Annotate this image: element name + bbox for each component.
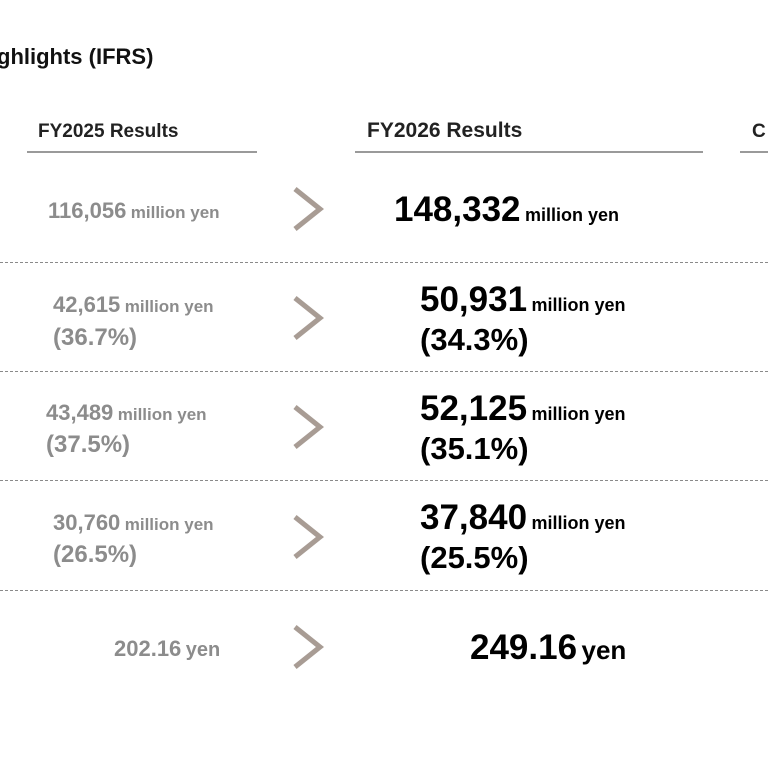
- cur-value: 148,332: [394, 190, 521, 229]
- table-row-cur: 37,840 million yen: [420, 498, 626, 538]
- table-row-prev: 43,489 million yen: [46, 400, 207, 426]
- cur-value: 50,931: [420, 280, 528, 319]
- prev-unit: million yen: [124, 515, 214, 534]
- column-header-fy2025: FY2025 Results: [38, 121, 179, 142]
- prev-percent: (36.7%): [53, 324, 138, 351]
- table-row-prev: 202.16 yen: [114, 636, 220, 662]
- chevron-right-icon: [290, 295, 326, 341]
- cur-unit: yen: [581, 635, 627, 665]
- prev-value: 116,056: [48, 198, 127, 223]
- table-row-prev: 42,615 million yen: [53, 292, 214, 318]
- column-header-rule: [740, 151, 768, 153]
- cur-value: 37,840: [420, 498, 528, 537]
- column-header-rule: [27, 151, 257, 153]
- prev-value: 43,489: [46, 400, 114, 425]
- table-row-cur: 148,332 million yen: [394, 190, 619, 230]
- row-separator: [0, 262, 768, 263]
- table-row-cur: 52,125 million yen: [420, 389, 626, 429]
- cur-percent: (35.1%): [420, 431, 529, 466]
- cur-unit: million yen: [524, 205, 620, 225]
- chevron-right-icon: [290, 186, 326, 232]
- column-header-partial: C: [752, 121, 766, 142]
- cur-value: 52,125: [420, 389, 528, 428]
- page-title: ghlights (IFRS): [0, 44, 154, 69]
- cur-unit: million yen: [531, 404, 626, 424]
- prev-percent: (26.5%): [53, 541, 138, 568]
- table-row-cur: 50,931 million yen: [420, 280, 626, 320]
- cur-unit: million yen: [531, 513, 626, 533]
- prev-value: 30,760: [53, 510, 121, 535]
- prev-value: 202.16: [114, 636, 182, 661]
- table-row-prev: 30,760 million yen: [53, 510, 214, 536]
- prev-percent: (37.5%): [46, 431, 131, 458]
- cur-unit: million yen: [531, 295, 626, 315]
- column-header-rule: [355, 151, 703, 153]
- prev-unit: million yen: [130, 203, 220, 222]
- table-row-prev: 116,056 million yen: [48, 198, 220, 224]
- prev-unit: million yen: [117, 405, 207, 424]
- chevron-right-icon: [290, 624, 326, 670]
- cur-value: 249.16: [470, 628, 578, 667]
- column-header-fy2026: FY2026 Results: [367, 119, 523, 142]
- row-separator: [0, 590, 768, 591]
- cur-percent: (25.5%): [420, 540, 529, 575]
- prev-unit: million yen: [124, 297, 214, 316]
- row-separator: [0, 480, 768, 481]
- chevron-right-icon: [290, 404, 326, 450]
- table-row-cur: 249.16 yen: [470, 628, 626, 668]
- cur-percent: (34.3%): [420, 322, 529, 357]
- prev-value: 42,615: [53, 292, 121, 317]
- row-separator: [0, 371, 768, 372]
- chevron-right-icon: [290, 514, 326, 560]
- prev-unit: yen: [185, 639, 221, 661]
